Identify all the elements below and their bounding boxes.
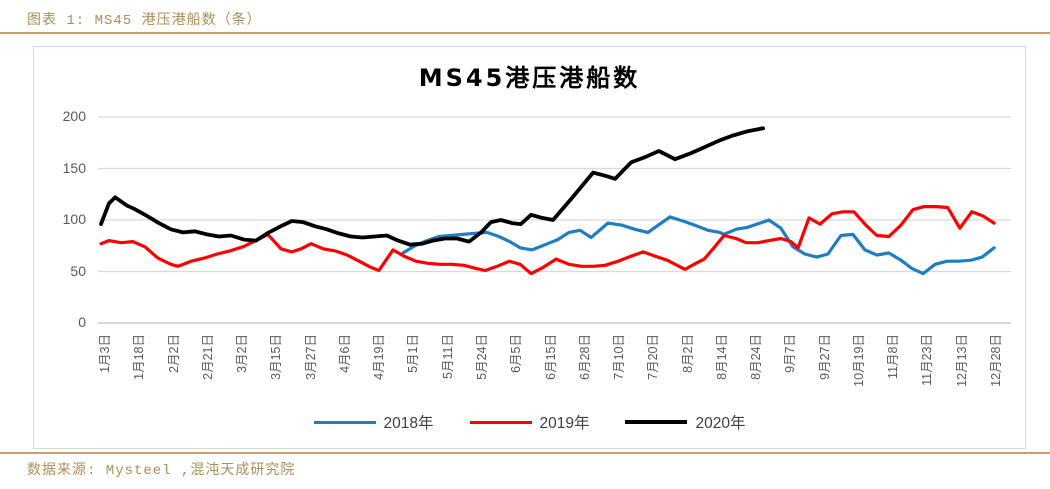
x-axis-tick-label: 1月3日 bbox=[98, 334, 112, 373]
x-axis-tick-label: 6月15日 bbox=[543, 334, 558, 380]
x-axis-tick-label: 10月19日 bbox=[851, 334, 866, 387]
x-axis-tick-label: 5月24日 bbox=[474, 334, 489, 380]
chart-area: MS45港压港船数 0 50 100 150 200 1月3日 1月18日 2月2日 2月21… bbox=[33, 46, 1026, 449]
x-axis-tick-label: 1月18日 bbox=[132, 334, 147, 380]
legend: 2018年 2019年 2020年 bbox=[34, 411, 1025, 433]
x-axis-tick-label: 3月2日 bbox=[235, 334, 250, 373]
y-axis-tick-label: 50 bbox=[70, 262, 86, 279]
y-axis-tick-label: 150 bbox=[62, 159, 86, 176]
x-axis-tick-label: 4月19日 bbox=[372, 334, 387, 380]
figure-caption: 图表 1: MS45 港压港船数（条） bbox=[27, 13, 262, 29]
legend-label-2020: 2020年 bbox=[695, 415, 746, 432]
x-axis-tick-label: 6月5日 bbox=[509, 334, 524, 373]
legend-swatch-2020 bbox=[625, 420, 688, 424]
x-axis-tick-label: 9月7日 bbox=[783, 334, 798, 373]
series-line-2018 bbox=[401, 215, 996, 276]
y-axis-tick-label: 200 bbox=[62, 108, 86, 124]
y-axis-tick-label: 100 bbox=[62, 211, 86, 227]
x-axis-tick-label: 7月20日 bbox=[646, 334, 661, 380]
x-axis-tick-label: 9月27日 bbox=[817, 334, 832, 380]
legend-item-2020: 2020年 bbox=[625, 411, 745, 433]
footer-divider bbox=[0, 452, 1050, 454]
legend-swatch-2018 bbox=[313, 420, 376, 424]
legend-label-2019: 2019年 bbox=[539, 415, 590, 432]
series-line-2020 bbox=[99, 126, 765, 247]
y-axis-tick-label: 0 bbox=[78, 314, 86, 330]
series-line-2019 bbox=[99, 204, 996, 276]
x-axis-tick-label: 5月1日 bbox=[406, 334, 421, 373]
chart-title: MS45港压港船数 bbox=[418, 64, 641, 92]
legend-item-2019: 2019年 bbox=[469, 411, 590, 433]
x-axis-tick-label: 8月24日 bbox=[749, 334, 764, 380]
x-axis-tick-label: 3月15日 bbox=[269, 334, 284, 380]
x-axis-tick-label: 4月6日 bbox=[337, 334, 352, 373]
x-axis-tick-label: 11月8日 bbox=[886, 334, 901, 379]
x-axis-tick-label: 6月28日 bbox=[577, 334, 592, 380]
header-divider bbox=[0, 32, 1050, 34]
x-axis-tick-label: 2月21日 bbox=[200, 334, 215, 380]
legend-label-2018: 2018年 bbox=[383, 415, 434, 432]
x-axis-tick-label: 3月27日 bbox=[303, 334, 318, 380]
plot-area bbox=[98, 116, 1011, 324]
x-axis-tick-label: 12月28日 bbox=[989, 334, 1004, 387]
legend-item-2018: 2018年 bbox=[313, 411, 434, 433]
x-axis-tick-label: 8月2日 bbox=[680, 334, 695, 373]
x-axis-tick-label: 7月10日 bbox=[612, 334, 627, 380]
x-axis-tick-label: 2月2日 bbox=[166, 334, 181, 373]
data-source: 数据来源: Mysteel ,混沌天成研究院 bbox=[27, 463, 296, 479]
x-axis-tick-label: 12月13日 bbox=[954, 334, 969, 387]
legend-swatch-2019 bbox=[469, 420, 532, 424]
x-axis-tick-label: 8月14日 bbox=[714, 334, 729, 380]
x-axis-tick-label: 11月23日 bbox=[920, 334, 935, 386]
x-axis-tick-label: 5月11日 bbox=[440, 334, 455, 379]
